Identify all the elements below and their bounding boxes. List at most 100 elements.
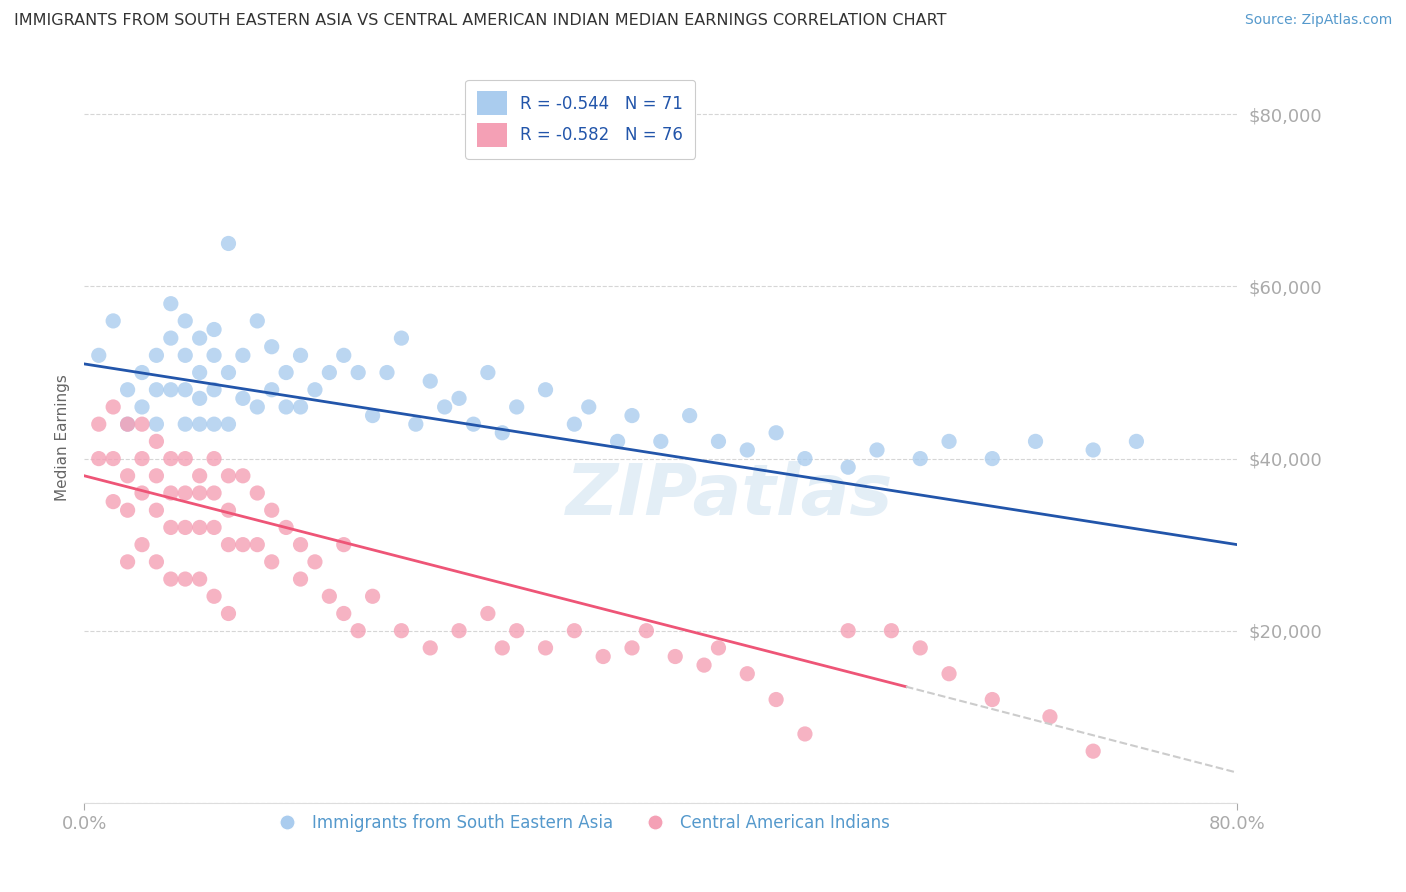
Point bbox=[145, 417, 167, 432]
Text: IMMIGRANTS FROM SOUTH EASTERN ASIA VS CENTRAL AMERICAN INDIAN MEDIAN EARNINGS CO: IMMIGRANTS FROM SOUTH EASTERN ASIA VS CE… bbox=[14, 13, 946, 29]
Point bbox=[246, 538, 269, 552]
Point bbox=[131, 451, 153, 466]
Point bbox=[202, 589, 225, 603]
Point bbox=[160, 520, 183, 534]
Point bbox=[202, 383, 225, 397]
Point bbox=[117, 383, 139, 397]
Point bbox=[477, 366, 499, 380]
Point bbox=[333, 348, 356, 362]
Point bbox=[174, 572, 197, 586]
Point bbox=[405, 417, 427, 432]
Point bbox=[290, 400, 312, 414]
Point bbox=[1025, 434, 1047, 449]
Point bbox=[506, 400, 529, 414]
Point bbox=[188, 572, 211, 586]
Point bbox=[131, 417, 153, 432]
Point bbox=[866, 442, 889, 457]
Point bbox=[218, 417, 240, 432]
Point bbox=[188, 366, 211, 380]
Point bbox=[290, 348, 312, 362]
Point bbox=[218, 366, 240, 380]
Point bbox=[910, 451, 932, 466]
Point bbox=[260, 555, 283, 569]
Point bbox=[145, 503, 167, 517]
Point bbox=[202, 520, 225, 534]
Point bbox=[232, 538, 254, 552]
Point bbox=[375, 366, 398, 380]
Point bbox=[333, 607, 356, 621]
Point bbox=[707, 640, 730, 655]
Point bbox=[260, 340, 283, 354]
Point bbox=[449, 624, 471, 638]
Point bbox=[304, 383, 326, 397]
Point bbox=[218, 503, 240, 517]
Point bbox=[160, 572, 183, 586]
Point bbox=[160, 383, 183, 397]
Point bbox=[174, 383, 197, 397]
Point bbox=[218, 607, 240, 621]
Point bbox=[202, 322, 225, 336]
Point bbox=[188, 331, 211, 345]
Point bbox=[391, 331, 413, 345]
Point bbox=[188, 392, 211, 406]
Point bbox=[491, 425, 513, 440]
Point bbox=[938, 434, 960, 449]
Point bbox=[276, 366, 298, 380]
Point bbox=[131, 400, 153, 414]
Point bbox=[1083, 442, 1105, 457]
Point bbox=[981, 692, 1004, 706]
Point bbox=[837, 460, 859, 475]
Point bbox=[449, 392, 471, 406]
Point bbox=[160, 451, 183, 466]
Point bbox=[145, 434, 167, 449]
Point bbox=[664, 649, 686, 664]
Point bbox=[837, 624, 859, 638]
Point bbox=[419, 374, 441, 388]
Point bbox=[794, 727, 817, 741]
Point bbox=[87, 451, 110, 466]
Point bbox=[218, 236, 240, 251]
Point bbox=[145, 468, 167, 483]
Point bbox=[592, 649, 614, 664]
Point bbox=[232, 468, 254, 483]
Point bbox=[765, 692, 787, 706]
Point bbox=[117, 417, 139, 432]
Point bbox=[145, 348, 167, 362]
Point bbox=[938, 666, 960, 681]
Point bbox=[160, 486, 183, 500]
Point bbox=[361, 409, 384, 423]
Point bbox=[981, 451, 1004, 466]
Point bbox=[578, 400, 600, 414]
Point bbox=[290, 572, 312, 586]
Point bbox=[290, 538, 312, 552]
Point bbox=[188, 468, 211, 483]
Point bbox=[145, 383, 167, 397]
Point bbox=[347, 624, 370, 638]
Point bbox=[737, 666, 759, 681]
Point bbox=[174, 348, 197, 362]
Point bbox=[131, 486, 153, 500]
Point bbox=[260, 503, 283, 517]
Point bbox=[174, 314, 197, 328]
Point bbox=[145, 555, 167, 569]
Point bbox=[419, 640, 441, 655]
Point bbox=[202, 417, 225, 432]
Point bbox=[1083, 744, 1105, 758]
Point bbox=[232, 348, 254, 362]
Point bbox=[333, 538, 356, 552]
Point bbox=[160, 296, 183, 310]
Point bbox=[636, 624, 658, 638]
Point bbox=[1125, 434, 1147, 449]
Point bbox=[621, 409, 644, 423]
Point bbox=[361, 589, 384, 603]
Point bbox=[276, 520, 298, 534]
Point bbox=[260, 383, 283, 397]
Point bbox=[564, 417, 586, 432]
Point bbox=[202, 486, 225, 500]
Point bbox=[117, 503, 139, 517]
Point bbox=[765, 425, 787, 440]
Point bbox=[534, 640, 557, 655]
Point bbox=[534, 383, 557, 397]
Point bbox=[87, 348, 110, 362]
Point bbox=[621, 640, 644, 655]
